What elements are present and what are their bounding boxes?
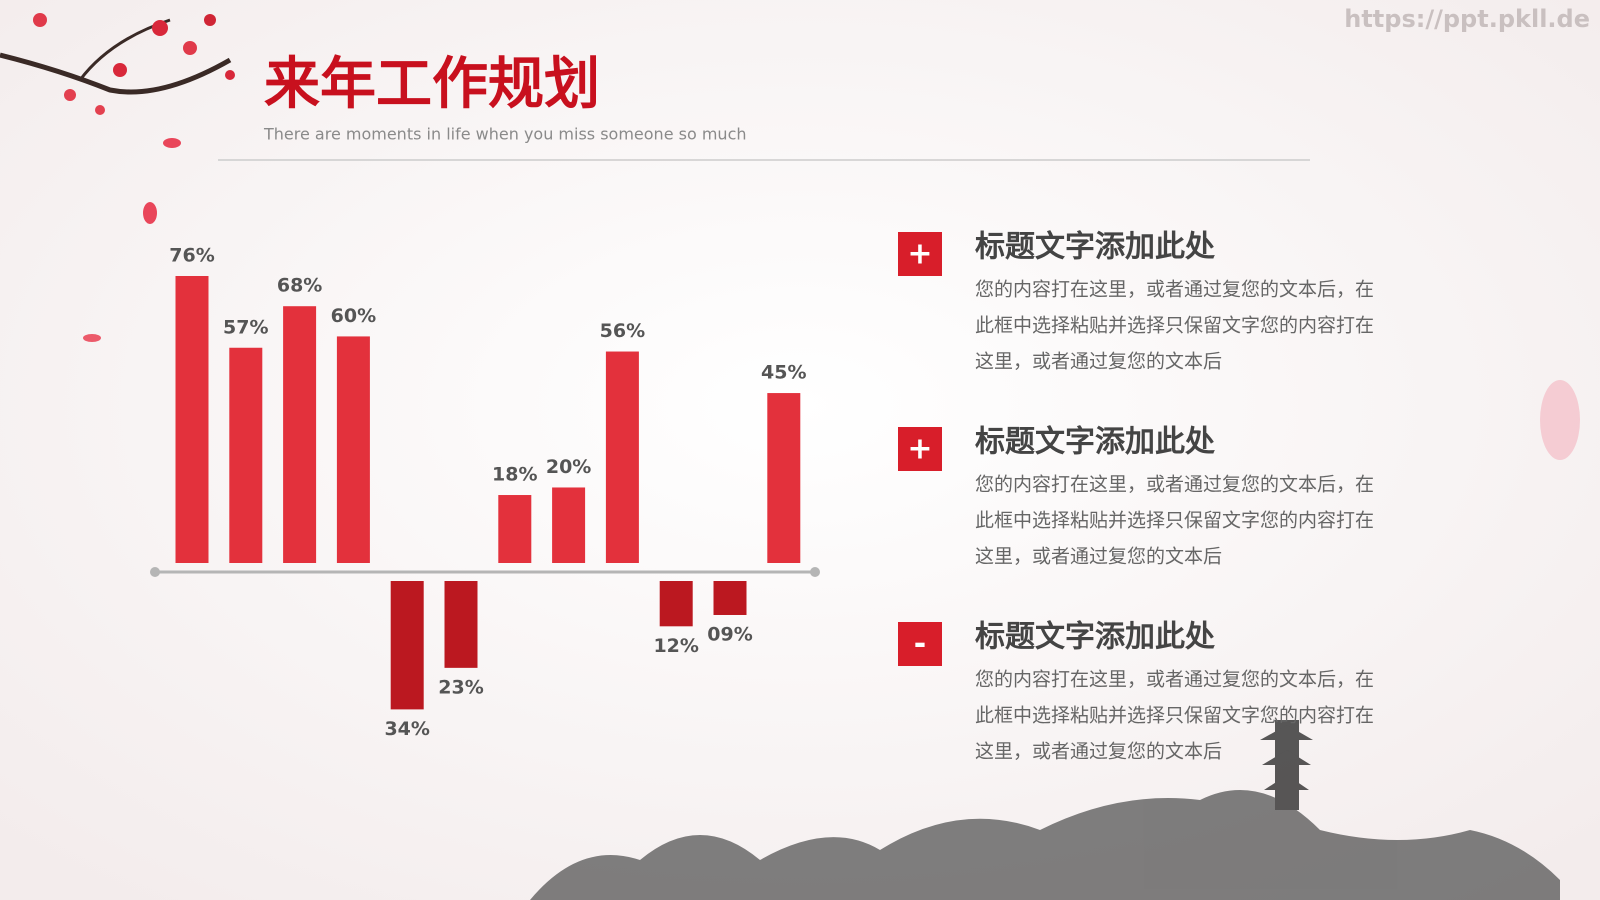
data-label: 60% bbox=[331, 305, 376, 327]
bar bbox=[659, 581, 693, 627]
item-icon-box bbox=[898, 622, 942, 666]
item-title: 标题文字添加此处 bbox=[975, 425, 1215, 460]
slide-subtitle: There are moments in life when you miss … bbox=[263, 125, 747, 144]
item-title: 标题文字添加此处 bbox=[975, 230, 1215, 265]
item-body-line: 此框中选择粘贴并选择只保留文字您的内容打在 bbox=[975, 705, 1374, 727]
bar bbox=[229, 347, 263, 563]
item-list: + 标题文字添加此处您的内容打在这里，或者通过复您的文本后，在此框中选择粘贴并选择… bbox=[898, 230, 1374, 763]
item-body-line: 这里，或者通过复您的文本后 bbox=[975, 351, 1222, 373]
data-label: 57% bbox=[223, 316, 268, 338]
data-label: 45% bbox=[761, 362, 806, 384]
item-icon: - bbox=[914, 627, 926, 662]
data-label: 76% bbox=[169, 245, 214, 267]
data-label: 09% bbox=[707, 623, 752, 645]
data-label: 12% bbox=[653, 635, 698, 657]
bar bbox=[552, 487, 586, 563]
plum-branch bbox=[0, 13, 1580, 460]
item-body-line: 您的内容打在这里，或者通过复您的文本后，在 bbox=[975, 279, 1374, 301]
data-label: 18% bbox=[492, 464, 537, 486]
item-icon-box bbox=[898, 427, 942, 471]
bar bbox=[175, 276, 209, 563]
bar bbox=[390, 581, 424, 710]
item-icon-box bbox=[898, 232, 942, 276]
item-body-line: 这里，或者通过复您的文本后 bbox=[975, 546, 1222, 568]
watermark: https://ppt.pkll.de bbox=[1344, 5, 1590, 33]
item-title: 标题文字添加此处 bbox=[975, 620, 1215, 655]
bar bbox=[767, 393, 801, 563]
data-label: 23% bbox=[438, 676, 483, 698]
item-body-line: 您的内容打在这里，或者通过复您的文本后，在 bbox=[975, 474, 1374, 496]
item-body-line: 此框中选择粘贴并选择只保留文字您的内容打在 bbox=[975, 315, 1374, 337]
slide-title: 来年工作规划 bbox=[264, 52, 600, 117]
item-body-line: 此框中选择粘贴并选择只保留文字您的内容打在 bbox=[975, 510, 1374, 532]
chart-axis bbox=[150, 567, 820, 577]
item-body-line: 您的内容打在这里，或者通过复您的文本后，在 bbox=[975, 669, 1374, 691]
bar bbox=[283, 306, 317, 563]
bar bbox=[498, 495, 532, 563]
item-icon: + bbox=[907, 432, 932, 467]
bar bbox=[336, 336, 370, 563]
data-label: 56% bbox=[600, 320, 645, 342]
item-icon: + bbox=[907, 237, 932, 272]
ink-mountains bbox=[530, 720, 1560, 900]
item-body-line: 这里，或者通过复您的文本后 bbox=[975, 741, 1222, 763]
bar bbox=[444, 581, 478, 668]
bar-chart: 76% 57% 68% 60% 34% 23% 18% 20% 56% 12% 09% 45% bbox=[169, 245, 806, 740]
data-label: 34% bbox=[384, 718, 429, 740]
data-label: 20% bbox=[546, 456, 591, 478]
bar bbox=[605, 351, 639, 563]
bar bbox=[713, 581, 747, 615]
data-label: 68% bbox=[277, 275, 322, 297]
